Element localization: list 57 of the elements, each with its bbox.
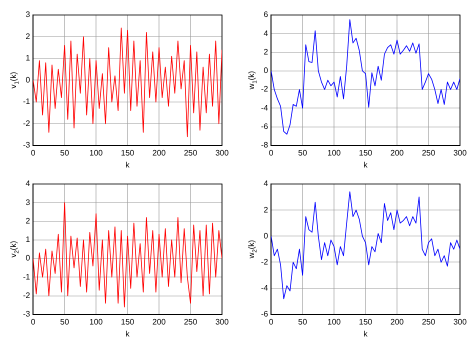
x-tick-label: 200 bbox=[390, 317, 404, 326]
x-tick-label: 300 bbox=[215, 148, 230, 158]
x-tick-label: 150 bbox=[120, 148, 135, 158]
y-tick-label: 4 bbox=[264, 179, 269, 188]
x-tick-label: 200 bbox=[152, 148, 166, 158]
x-tick-label: 250 bbox=[422, 317, 436, 326]
x-tick-label: 50 bbox=[298, 317, 308, 326]
y-tick-label: -3 bbox=[22, 140, 31, 150]
y-tick-label: 2 bbox=[26, 32, 31, 41]
y-tick-label: -1 bbox=[22, 97, 31, 106]
x-tick-label: 150 bbox=[358, 148, 373, 158]
y-tick-label: -2 bbox=[22, 118, 31, 128]
x-tick-label: 250 bbox=[422, 148, 436, 158]
x-tick-label: 150 bbox=[358, 317, 373, 326]
y-tick-label: -2 bbox=[22, 290, 31, 300]
x-tick-label: 250 bbox=[184, 317, 198, 326]
x-tick-label: 300 bbox=[215, 317, 230, 326]
x-tick-label: 50 bbox=[60, 148, 70, 158]
y-tick-label: 0 bbox=[26, 254, 31, 263]
y-tick-label: 0 bbox=[264, 66, 269, 76]
x-axis-title: k bbox=[126, 330, 131, 339]
x-tick-label: 200 bbox=[152, 317, 166, 326]
y-tick-label: -1 bbox=[22, 272, 31, 282]
y-tick-label: 0 bbox=[264, 231, 269, 240]
y-tick-label: -4 bbox=[260, 284, 269, 293]
x-tick-label: 300 bbox=[453, 317, 468, 326]
x-tick-label: 250 bbox=[184, 148, 198, 158]
x-axis-title: k bbox=[364, 330, 369, 339]
y-tick-label: 2 bbox=[264, 47, 269, 56]
x-tick-label: 150 bbox=[120, 317, 135, 326]
y-tick-label: -6 bbox=[260, 310, 269, 319]
y-tick-label: -3 bbox=[22, 310, 31, 319]
y-tick-label: 6 bbox=[264, 10, 269, 20]
x-tick-label: 100 bbox=[89, 148, 104, 158]
y-tick-label: 1 bbox=[26, 54, 31, 63]
x-tick-label: 100 bbox=[327, 317, 342, 326]
y-tick-label: 2 bbox=[264, 205, 269, 214]
x-tick-label: 100 bbox=[89, 317, 104, 326]
y-tick-label: 1 bbox=[26, 235, 31, 244]
x-tick-label: 300 bbox=[453, 148, 468, 158]
y-tick-label: 3 bbox=[26, 198, 31, 207]
y-tick-label: -6 bbox=[260, 122, 269, 131]
x-tick-label: 50 bbox=[298, 148, 308, 158]
y-tick-label: -2 bbox=[260, 257, 269, 266]
y-tick-label: 2 bbox=[26, 216, 31, 226]
x-axis-title: k bbox=[126, 160, 131, 170]
x-tick-label: 50 bbox=[60, 317, 70, 326]
y-tick-label: 0 bbox=[26, 75, 31, 84]
x-tick-label: 200 bbox=[390, 148, 404, 158]
y-tick-label: 4 bbox=[26, 179, 31, 188]
y-tick-label: -4 bbox=[260, 103, 269, 112]
x-axis-title: k bbox=[364, 160, 369, 170]
y-tick-label: -2 bbox=[260, 84, 269, 94]
y-tick-label: 3 bbox=[26, 10, 31, 20]
x-tick-label: 100 bbox=[327, 148, 342, 158]
y-tick-label: 4 bbox=[264, 28, 269, 38]
y-tick-label: -8 bbox=[260, 140, 269, 150]
